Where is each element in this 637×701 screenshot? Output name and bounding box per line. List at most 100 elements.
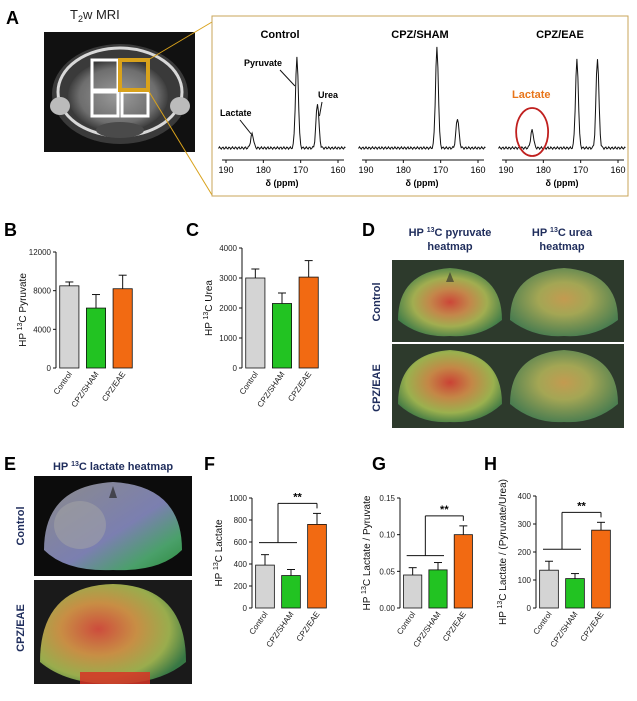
bar-control: [539, 569, 559, 609]
y-tick-label: 600: [234, 538, 248, 547]
spectrum-trace: [218, 56, 346, 151]
bar-cpz-sham: [428, 569, 448, 609]
spectrum-xlabel: δ (ppm): [546, 178, 579, 188]
y-tick-label: 0: [233, 364, 238, 373]
y-tick-label: 300: [518, 520, 532, 529]
x-tick-label: CPZ/EAE: [100, 370, 127, 403]
y-tick-label: 200: [234, 582, 248, 591]
y-tick-label: 8000: [33, 287, 51, 296]
peak-arrow-pyruvate: [279, 69, 296, 87]
peak-arrow-lactate: [239, 119, 252, 135]
panel-label-g: G: [372, 454, 386, 474]
lactate-heatmap-title: HP 13C lactate heatmap: [53, 461, 173, 473]
bar-control: [403, 574, 423, 609]
heatmap-urea-control: [504, 260, 624, 342]
chart-h: 0 100 200 300 400 HP 13C Lactate / (Pyruvate/…: [497, 479, 611, 649]
x-tick-label: CPZ/EAE: [441, 610, 468, 643]
significance-marker: **: [440, 504, 449, 516]
y-tick-label: 2000: [219, 304, 237, 313]
y-tick-label: 0.15: [379, 494, 395, 503]
x-tick-label: CPZ/SHAM: [256, 370, 287, 409]
spectrum-title: CPZ/EAE: [536, 29, 584, 41]
heatmap-row-label-control: Control: [371, 282, 383, 321]
y-tick-label: 12000: [29, 248, 52, 257]
y-tick-label: 4000: [33, 325, 51, 334]
lactate-highlight-circle: [515, 107, 550, 157]
significance-marker: **: [577, 500, 586, 512]
x-tick-label: CPZ/EAE: [579, 610, 606, 643]
panel-label-c: C: [186, 220, 199, 240]
bar-control: [245, 277, 266, 369]
chart-g: 0.00 0.05 0.10 0.15 HP 13C Lactate / Pyruvat…: [361, 494, 473, 649]
panel-label-e: E: [4, 454, 16, 474]
lactate-heatmap-cpz-eae: [34, 580, 192, 684]
spectrum-xlabel: δ (ppm): [406, 178, 439, 188]
bar-cpz-sham: [271, 303, 292, 369]
spectrum-trace: [358, 46, 486, 151]
panel-label-d: D: [362, 220, 375, 240]
y-tick-label: 1000: [219, 334, 237, 343]
panel-label-b: B: [4, 220, 17, 240]
bar-cpz-eae: [453, 534, 473, 609]
heatmap-subtitle-pyruvate: heatmap: [427, 241, 473, 253]
y-tick-label: 200: [518, 548, 532, 557]
y-axis-label: HP 13C Pyruvate: [17, 273, 29, 347]
bar-cpz-sham: [281, 575, 301, 609]
bar-cpz-eae: [591, 529, 611, 609]
x-tick-label: Control: [395, 610, 417, 636]
zoom-line-top: [147, 21, 213, 61]
mri-title: T2w MRI: [70, 7, 120, 24]
spectrum-xlabel: δ (ppm): [266, 178, 299, 188]
bar-cpz-sham: [86, 307, 107, 369]
zoom-line-bottom: [147, 89, 213, 196]
y-tick-label: 400: [234, 560, 248, 569]
y-tick-label: 0.00: [379, 604, 395, 613]
y-tick-label: 800: [234, 516, 248, 525]
y-tick-label: 4000: [219, 244, 237, 253]
heatmap-title-urea: HP 13C urea: [532, 227, 593, 239]
lactate-row-label-cpz-eae: CPZ/EAE: [15, 604, 27, 652]
y-tick-label: 0: [527, 604, 532, 613]
x-tick-label: CPZ/EAE: [295, 610, 322, 643]
spectrum-title: CPZ/SHAM: [391, 29, 448, 41]
peak-arrow-urea: [318, 101, 323, 117]
y-axis-label: HP 13C Lactate / (Pyruvate/Urea): [497, 479, 509, 625]
y-tick-label: 1000: [229, 494, 247, 503]
heatmap-pyruvate-control: [392, 260, 508, 342]
x-tick-label: Control: [531, 610, 553, 636]
heatmap-pyruvate-cpz-eae: [392, 344, 508, 428]
spectrum-tick-label: 190: [358, 165, 373, 175]
spectra-group: Control 190 180 170 160 δ (ppm) CPZ/SHAM 190 180…: [218, 29, 626, 188]
panel-label-f: F: [204, 454, 215, 474]
spectrum-tick-label: 160: [470, 165, 485, 175]
y-axis-label: HP 13C Lactate / Pyruvate: [361, 495, 373, 610]
heatmap-title-pyruvate: HP 13C pyruvate: [409, 227, 492, 239]
significance-marker: **: [293, 491, 302, 503]
x-tick-label: CPZ/SHAM: [70, 370, 101, 409]
y-tick-label: 0: [47, 364, 52, 373]
x-tick-label: Control: [238, 370, 260, 396]
bar-control: [59, 285, 80, 369]
y-tick-label: 100: [518, 576, 532, 585]
peak-label-lactate: Lactate: [220, 108, 252, 118]
lactate-heatmap-control: [34, 476, 192, 576]
heatmap-urea-cpz-eae: [504, 344, 624, 428]
chart-f: 0 200 400 600 800 1000 HP 13C Lactate Control CP…: [213, 491, 327, 649]
heatmap-subtitle-urea: heatmap: [539, 241, 585, 253]
spectrum-tick-label: 160: [330, 165, 345, 175]
spectrum-tick-label: 190: [498, 165, 513, 175]
spectrum-tick-label: 160: [610, 165, 625, 175]
bar-cpz-eae: [112, 288, 133, 369]
spectrum-tick-label: 170: [433, 165, 448, 175]
y-axis-label: HP 13C Lactate: [213, 519, 225, 587]
roi-highlight: [118, 58, 150, 92]
lactate-highlight-label: Lactate: [512, 89, 551, 101]
x-tick-label: Control: [247, 610, 269, 636]
bar-cpz-eae: [298, 276, 319, 369]
roi-grid: [90, 58, 150, 118]
chart-c: 0 1000 2000 3000 4000 HP 13C Urea ControlCPZ/S…: [203, 244, 319, 409]
spectra-frame: [211, 15, 629, 197]
panel-label-a: A: [6, 8, 19, 28]
